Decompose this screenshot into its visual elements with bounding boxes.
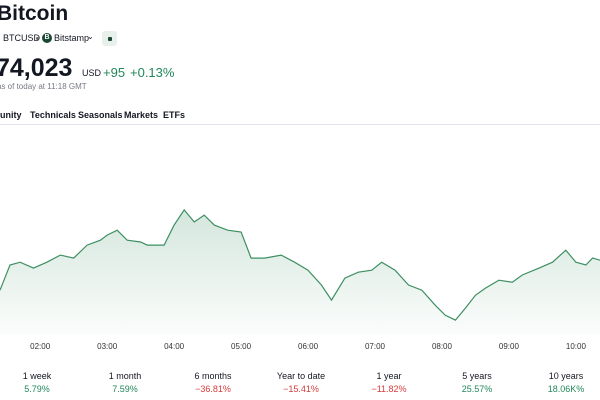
x-tick-label: 06:00 (298, 342, 319, 351)
x-tick-label: 03:00 (97, 342, 118, 351)
exchange[interactable]: Bitstamp (54, 33, 90, 43)
performance-item[interactable]: 1 month 7.59% (81, 371, 169, 394)
performance-item[interactable]: 1 week 5.79% (0, 371, 81, 394)
performance-item[interactable]: 10 years 18.06K% (522, 371, 600, 394)
separator (36, 37, 39, 40)
timestamp: as of today at 11:18 GMT (0, 82, 87, 91)
period: 5 years (462, 371, 492, 381)
x-tick-label: 02:00 (30, 342, 51, 351)
x-tick-label: 10:00 (566, 342, 587, 351)
divider (0, 124, 600, 125)
x-tick-label: 08:00 (432, 342, 453, 351)
period: 10 years (548, 371, 584, 381)
tab[interactable]: ETFs (163, 110, 186, 120)
x-tick-label: 07:00 (365, 342, 386, 351)
tab[interactable]: Seasonals (78, 110, 123, 120)
symbol[interactable]: BTCUSD (3, 33, 41, 43)
period-return: 5.79% (24, 384, 50, 394)
performance-item[interactable]: Year to date −15.41% (257, 371, 345, 394)
period-return: 25.57% (461, 384, 493, 394)
performance-item[interactable]: 5 years 25.57% (433, 371, 521, 394)
exchange-icon: B (42, 33, 52, 43)
tab[interactable]: Technicals (30, 110, 76, 120)
period: 1 week (22, 371, 52, 381)
period-return: −11.82% (371, 384, 407, 394)
price: 74,023 (0, 54, 73, 82)
change: +95 (103, 65, 126, 80)
tab[interactable]: Markets (124, 110, 159, 120)
area (0, 209, 600, 335)
performance-item[interactable]: 6 months −36.81% (169, 371, 257, 394)
performance-item[interactable]: 1 year −11.82% (345, 371, 433, 394)
tab[interactable]: Community (0, 110, 22, 120)
change-percent: +0.13% (130, 65, 175, 80)
x-tick-label: 05:00 (231, 342, 252, 351)
title: Bitcoin (0, 2, 69, 25)
currency: USD (82, 68, 102, 78)
period: 1 year (376, 371, 402, 381)
period-return: −36.81% (195, 384, 231, 394)
x-tick-label: 09:00 (499, 342, 520, 351)
period-return: 7.59% (112, 384, 138, 394)
period: 1 month (108, 371, 142, 381)
x-tick-label: 04:00 (164, 342, 185, 351)
status-button[interactable] (102, 31, 117, 46)
period: Year to date (276, 371, 326, 381)
line (0, 208, 600, 321)
dropdown-chevron[interactable]: ⌄ (87, 32, 94, 41)
period-return: 18.06K% (547, 384, 585, 394)
period: 6 months (194, 371, 232, 381)
period-return: −15.41% (283, 384, 319, 394)
